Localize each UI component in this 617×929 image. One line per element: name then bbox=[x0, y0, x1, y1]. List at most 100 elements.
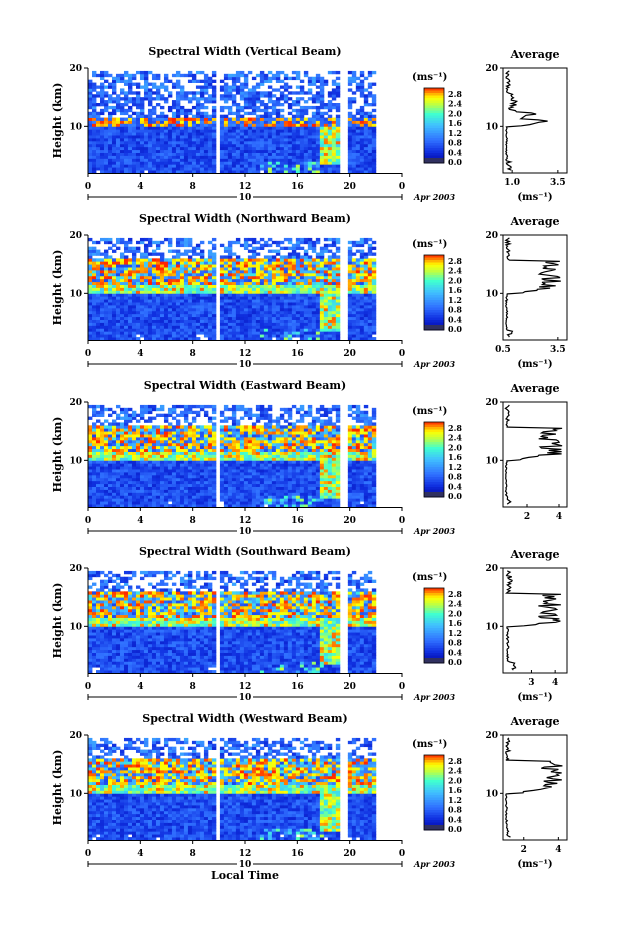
heatmap-cell bbox=[239, 155, 245, 159]
heatmap-cell bbox=[139, 425, 145, 429]
heatmap-cell bbox=[103, 492, 109, 496]
heatmap-cell bbox=[243, 299, 249, 303]
heatmap-cell bbox=[99, 460, 105, 464]
heatmap-cell bbox=[139, 322, 145, 326]
heatmap-cell bbox=[367, 237, 373, 242]
heatmap-cell bbox=[303, 278, 309, 283]
colorbar-tick-label: 1.2 bbox=[448, 128, 462, 138]
heatmap-cell bbox=[307, 126, 313, 130]
heatmap-cell bbox=[243, 111, 249, 116]
heatmap-cell bbox=[151, 305, 157, 309]
heatmap-cell bbox=[119, 466, 125, 470]
colorbar-tick-label: 2.8 bbox=[448, 256, 462, 266]
heatmap-cell bbox=[223, 85, 229, 89]
heatmap-cell bbox=[163, 322, 169, 326]
heatmap-cell bbox=[227, 73, 233, 78]
heatmap-cell bbox=[179, 316, 185, 320]
heatmap-cell bbox=[231, 79, 237, 83]
heatmap-cell bbox=[351, 164, 357, 168]
heatmap-cell bbox=[355, 278, 361, 283]
heatmap-cell bbox=[267, 310, 273, 315]
heatmap-cell bbox=[323, 264, 329, 268]
heatmap-cell bbox=[183, 123, 189, 127]
heatmap-cell bbox=[147, 164, 153, 168]
heatmap-cell bbox=[115, 425, 121, 429]
heatmap-cell bbox=[163, 457, 169, 461]
heatmap-cell bbox=[315, 152, 321, 156]
heatmap-cell bbox=[171, 164, 177, 168]
heatmap-cell bbox=[219, 299, 225, 303]
heatmap-cell bbox=[147, 117, 153, 121]
heatmap-cell bbox=[207, 255, 213, 259]
heatmap-cell bbox=[187, 158, 193, 162]
heatmap-cell bbox=[203, 325, 209, 329]
heatmap-cell bbox=[143, 284, 149, 288]
heatmap-cell bbox=[207, 337, 213, 341]
heatmap-cell bbox=[111, 88, 117, 92]
heatmap-cell bbox=[335, 158, 341, 162]
heatmap-cell bbox=[299, 91, 305, 95]
heatmap-cell bbox=[203, 302, 209, 306]
heatmap-cell bbox=[323, 334, 329, 338]
heatmap-cell bbox=[88, 498, 93, 502]
heatmap-cell bbox=[275, 249, 281, 253]
heatmap-cell bbox=[115, 246, 121, 250]
heatmap-cell bbox=[135, 132, 141, 136]
heatmap-cell bbox=[367, 249, 373, 253]
heatmap-cell bbox=[311, 111, 317, 116]
heatmap-cell bbox=[223, 337, 229, 341]
heatmap-cell bbox=[123, 270, 129, 274]
heatmap-cell bbox=[323, 261, 329, 265]
heatmap-cell bbox=[147, 486, 153, 490]
heatmap-cell bbox=[347, 299, 353, 303]
heatmap-cell bbox=[151, 290, 157, 294]
heatmap-cell bbox=[88, 489, 93, 493]
heatmap-cell bbox=[171, 284, 177, 288]
heatmap-cell bbox=[247, 261, 253, 265]
heatmap-cell bbox=[167, 483, 173, 487]
heatmap-cell bbox=[331, 334, 337, 338]
heatmap-cell bbox=[155, 281, 161, 285]
heatmap-cell bbox=[211, 126, 217, 130]
heatmap-cell bbox=[207, 120, 213, 124]
heatmap-cell bbox=[359, 302, 365, 306]
heatmap-cell bbox=[307, 325, 313, 329]
heatmap-cell bbox=[99, 483, 105, 487]
heatmap-cell bbox=[199, 278, 205, 283]
heatmap-cell bbox=[179, 305, 185, 309]
heatmap-cell bbox=[96, 261, 101, 265]
heatmap-cell bbox=[255, 85, 261, 89]
heatmap-cell bbox=[371, 325, 377, 329]
heatmap-cell bbox=[295, 313, 301, 318]
heatmap-cell bbox=[135, 472, 141, 476]
heatmap-cell bbox=[279, 270, 285, 274]
heatmap-cell bbox=[363, 138, 369, 142]
heatmap-cell bbox=[267, 319, 273, 323]
heatmap-cell bbox=[295, 275, 301, 280]
heatmap-cell bbox=[135, 498, 141, 502]
heatmap-cell bbox=[167, 460, 173, 464]
heatmap-cell bbox=[363, 155, 369, 159]
heatmap-cell bbox=[99, 472, 105, 476]
heatmap-cell bbox=[115, 108, 121, 113]
heatmap-cell bbox=[88, 100, 93, 104]
heatmap-cell bbox=[295, 146, 301, 151]
heatmap-cell bbox=[227, 94, 233, 98]
heatmap-cell bbox=[143, 404, 149, 409]
heatmap-cell bbox=[371, 149, 377, 153]
heatmap-cell bbox=[367, 94, 373, 98]
heatmap-cell bbox=[99, 495, 105, 499]
heatmap-cell bbox=[139, 404, 145, 409]
heatmap-cell bbox=[323, 149, 329, 153]
heatmap-cell bbox=[279, 117, 285, 121]
heatmap-cell bbox=[275, 152, 281, 156]
heatmap-cell bbox=[99, 466, 105, 470]
heatmap-cell bbox=[303, 261, 309, 265]
heatmap-cell bbox=[115, 240, 121, 245]
heatmap-cell bbox=[191, 337, 197, 341]
heatmap-cell bbox=[283, 322, 289, 326]
heatmap-cell bbox=[243, 275, 249, 280]
heatmap-cell bbox=[99, 334, 105, 338]
heatmap-cell bbox=[151, 135, 157, 139]
heatmap-cell bbox=[92, 413, 97, 417]
